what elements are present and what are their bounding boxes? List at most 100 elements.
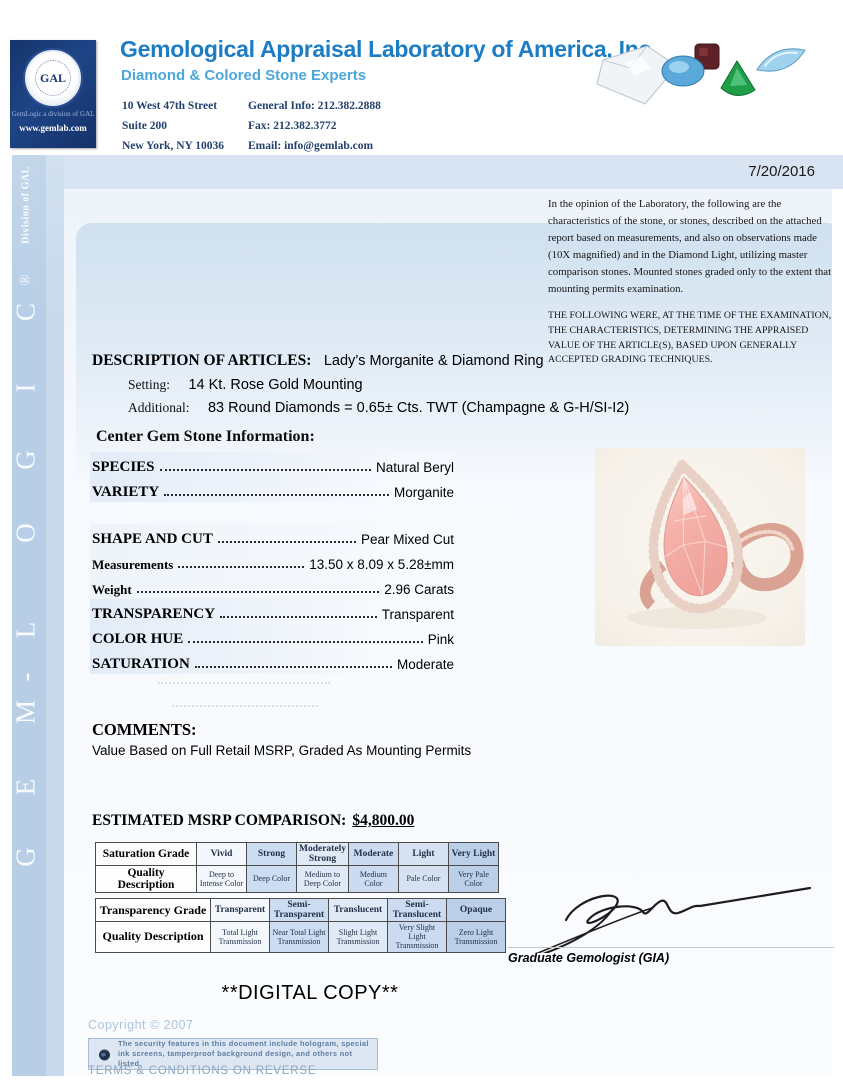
spec-label: COLOR HUE bbox=[92, 631, 184, 647]
logo-website: www.gemlab.com bbox=[19, 123, 87, 133]
description-value: Lady’s Morganite & Diamond Ring bbox=[323, 353, 544, 369]
ring-shadow bbox=[627, 607, 767, 629]
gemologist-title: Graduate Gemologist (GIA) bbox=[508, 951, 670, 965]
spec-value: Morganite bbox=[393, 485, 454, 500]
gal-seal-text: GAL bbox=[35, 60, 71, 96]
comments-heading: COMMENTS: bbox=[92, 720, 197, 739]
grade-cell: Light bbox=[397, 842, 449, 866]
address-column: 10 West 47th Street Suite 200 New York, … bbox=[122, 96, 224, 156]
spec-row: SHAPE AND CUT Pear Mixed Cut bbox=[90, 524, 456, 549]
laboratory-opinion: In the opinion of the Laboratory, the fo… bbox=[548, 196, 834, 368]
sidebar-division-label: Division of GAL bbox=[20, 166, 32, 244]
grade-cell: Transparent bbox=[210, 898, 270, 922]
sidebar-letter: - bbox=[10, 672, 41, 682]
security-notice-box: The security features in this document i… bbox=[88, 1038, 378, 1070]
sidebar-letter: O bbox=[10, 523, 41, 543]
grade-cell: Opaque bbox=[446, 898, 506, 922]
band-pave-diamonds bbox=[734, 529, 795, 551]
dot-leader bbox=[159, 469, 371, 471]
grade-cell: Very Light bbox=[447, 842, 499, 866]
sidebar-letter: G bbox=[10, 847, 41, 867]
trillion-gem-icon bbox=[720, 60, 756, 96]
grade-cell: Vivid bbox=[196, 842, 247, 866]
spec-label: VARIETY bbox=[92, 484, 160, 500]
spec-row: VARIETY Morganite bbox=[90, 477, 456, 502]
spec-value: Natural Beryl bbox=[375, 460, 454, 475]
digital-copy-watermark: **DIGITAL COPY** bbox=[221, 982, 399, 1004]
desc-cell: Slight Light Transmission bbox=[328, 921, 388, 953]
org-name: Gemological Appraisal Laboratory of Amer… bbox=[120, 36, 651, 62]
table-row: Quality Description Total Light Transmis… bbox=[95, 921, 506, 953]
security-notice-text: The security features in this document i… bbox=[118, 1039, 369, 1068]
sidebar-letter: C bbox=[10, 302, 41, 322]
contact-column: General Info: 212.382.2888 Fax: 212.382.… bbox=[248, 96, 381, 156]
spec-label: Weight bbox=[92, 582, 132, 597]
contact-line: General Info: 212.382.2888 bbox=[248, 100, 381, 112]
gradient-panel bbox=[76, 223, 832, 481]
marquise-gem-icon bbox=[756, 48, 806, 72]
sidebar-letter: I bbox=[10, 383, 41, 393]
date-band bbox=[12, 155, 843, 189]
sidebar-letter: E bbox=[10, 778, 41, 796]
grade-cell: Strong bbox=[246, 842, 297, 866]
address-line: 10 West 47th Street bbox=[122, 100, 218, 112]
additional-label: Additional: bbox=[128, 400, 190, 415]
description-heading: DESCRIPTION OF ARTICLES: bbox=[92, 352, 312, 369]
contact-line: Fax: 212.382.3772 bbox=[248, 120, 337, 132]
spec-label: Measurements bbox=[92, 557, 174, 572]
faded-dot-leader bbox=[172, 705, 318, 707]
spec-row: SATURATION Moderate bbox=[90, 649, 456, 674]
org-tagline: Diamond & Colored Stone Experts bbox=[121, 67, 367, 84]
logo-division-line: GemLogic a division of GAL bbox=[11, 110, 95, 118]
table-header-cell: Transparency Grade bbox=[95, 898, 211, 922]
msrp-value: $4,800.00 bbox=[352, 812, 415, 829]
table-row: Saturation Grade Vivid Strong Moderately… bbox=[95, 842, 499, 866]
description-of-articles: DESCRIPTION OF ARTICLES: Lady’s Morganit… bbox=[92, 352, 544, 370]
sidebar-letter: G bbox=[10, 450, 41, 470]
desc-cell: Total Light Transmission bbox=[210, 921, 270, 953]
grade-cell: Moderate bbox=[347, 842, 399, 866]
spec-label: SPECIES bbox=[92, 459, 155, 475]
spec-label: SATURATION bbox=[92, 656, 190, 672]
ring-photo bbox=[595, 448, 805, 646]
setting-label: Setting: bbox=[128, 377, 171, 392]
security-gem-icon bbox=[99, 1049, 110, 1060]
copyright-notice: Copyright © 2007 bbox=[88, 1018, 194, 1032]
dot-leader bbox=[220, 616, 377, 618]
desc-cell: Pale Color bbox=[397, 865, 449, 893]
oval-gem-icon bbox=[661, 55, 705, 87]
dot-leader bbox=[217, 541, 356, 543]
table-row: Transparency Grade Transparent Semi-Tran… bbox=[95, 898, 506, 922]
grade-cell: Translucent bbox=[328, 898, 388, 922]
diamond-halo bbox=[648, 457, 744, 614]
signature-line bbox=[508, 947, 834, 948]
sidebar-brand-band bbox=[12, 155, 64, 1076]
comments-text: Value Based on Full Retail MSRP, Graded … bbox=[92, 743, 472, 758]
dot-leader bbox=[136, 591, 380, 593]
spec-row: COLOR HUE Pink bbox=[90, 624, 456, 649]
msrp-label: ESTIMATED MSRP COMPARISON: bbox=[92, 812, 347, 829]
grade-cell: Semi-Translucent bbox=[387, 898, 447, 922]
additional-value: 83 Round Diamonds = 0.65± Cts. TWT (Cham… bbox=[207, 400, 630, 416]
desc-cell: Zero Light Transmission bbox=[446, 921, 506, 953]
desc-cell: Deep to Intense Color bbox=[196, 865, 247, 893]
signature bbox=[537, 886, 812, 953]
faded-dot-leader bbox=[158, 682, 330, 684]
spec-value: 2.96 Carats bbox=[384, 582, 454, 597]
table-row: Quality Description Deep to Intense Colo… bbox=[95, 865, 499, 893]
contact-line: Email: info@gemlab.com bbox=[248, 140, 374, 152]
sidebar-letter: M bbox=[10, 699, 41, 725]
spec-label: TRANSPARENCY bbox=[92, 606, 216, 622]
table-header-cell: Quality Description bbox=[95, 865, 197, 893]
dot-leader bbox=[188, 641, 423, 643]
gemstones-photo-strip bbox=[596, 43, 806, 105]
rose-gold-band bbox=[730, 523, 804, 592]
opinion-disclaimer: THE FOLLOWING WERE, AT THE TIME OF THE E… bbox=[548, 310, 832, 366]
center-stone-heading: Center Gem Stone Information: bbox=[96, 428, 315, 445]
desc-cell: Deep Color bbox=[246, 865, 297, 893]
additional-line: Additional: 83 Round Diamonds = 0.65± Ct… bbox=[128, 399, 629, 417]
desc-cell: Near Total Light Transmission bbox=[269, 921, 329, 953]
setting-line: Setting: 14 Kt. Rose Gold Mounting bbox=[128, 376, 363, 394]
gal-seal-icon: GAL bbox=[25, 50, 81, 106]
